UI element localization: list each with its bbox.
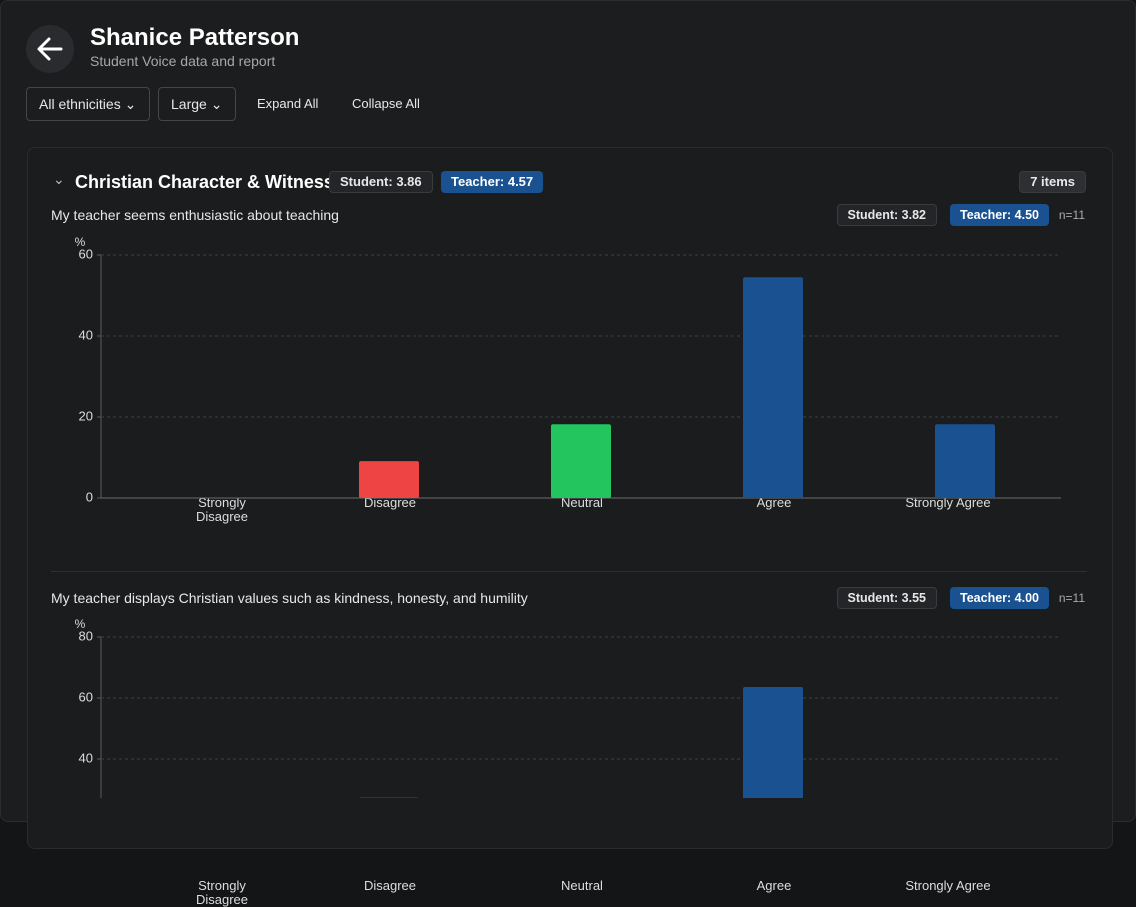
- x-tick-label: Agree: [729, 879, 819, 893]
- page-body: Shanice Patterson Student Voice data and…: [0, 0, 1136, 798]
- bar: [935, 424, 995, 498]
- y-tick-label: 60: [79, 689, 93, 704]
- y-tick-label: 0: [86, 489, 93, 504]
- y-tick-label: 80: [79, 628, 93, 643]
- y-tick-label: 20: [79, 408, 93, 423]
- x-tick-label: Disagree: [345, 879, 435, 893]
- x-tick-label: Strongly Disagree: [177, 879, 267, 907]
- y-tick-label: 40: [79, 750, 93, 765]
- y-tick-label: 40: [79, 327, 93, 342]
- x-tick-label: Neutral: [537, 879, 627, 893]
- bar: [359, 461, 419, 498]
- bar: [743, 277, 803, 498]
- bar: [551, 424, 611, 498]
- y-tick-label: 60: [79, 246, 93, 261]
- x-tick-label: Strongly Agree: [903, 879, 993, 893]
- bar: [743, 687, 803, 798]
